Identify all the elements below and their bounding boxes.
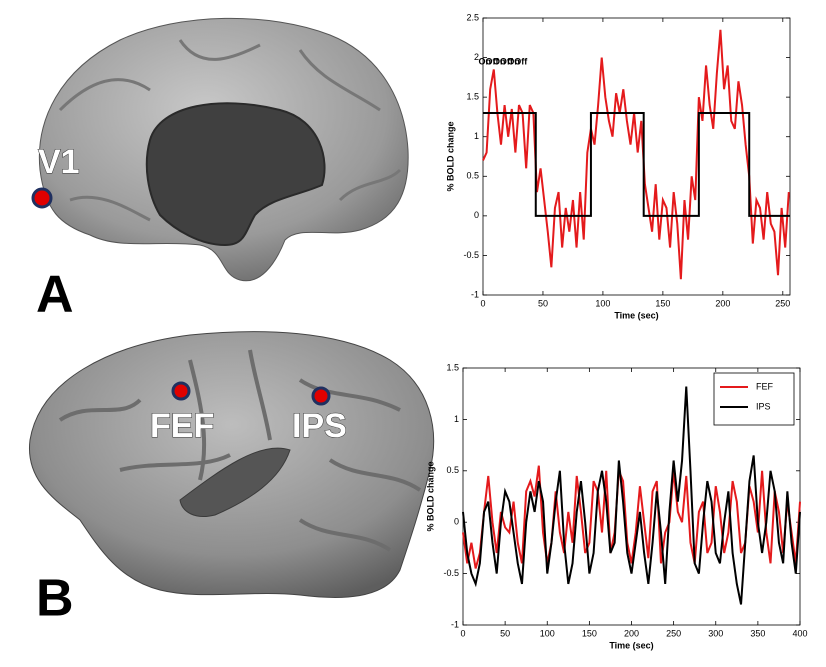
legend-box bbox=[713, 372, 795, 426]
x-tick-label: 0 bbox=[480, 298, 485, 308]
annotation: Off bbox=[485, 56, 499, 66]
y-tick-label: 0 bbox=[454, 517, 459, 527]
x-tick-label: 50 bbox=[538, 298, 548, 308]
plot-area bbox=[482, 17, 791, 296]
series-line bbox=[482, 29, 790, 280]
x-tick-label: 250 bbox=[775, 298, 790, 308]
x-axis-label: Time (sec) bbox=[609, 640, 653, 650]
x-tick-label: 100 bbox=[595, 298, 610, 308]
panel-label: B bbox=[36, 570, 74, 628]
series-line bbox=[462, 386, 801, 605]
brain-lateral bbox=[28, 331, 435, 598]
x-tick-label: 300 bbox=[708, 628, 723, 638]
x-tick-label: 0 bbox=[460, 628, 465, 638]
y-axis-label: % BOLD change bbox=[425, 461, 435, 531]
annotation: Off bbox=[500, 56, 514, 66]
legend-label: FEF bbox=[756, 381, 774, 391]
y-tick-label: 2 bbox=[474, 52, 479, 62]
y-tick-label: 1.5 bbox=[446, 362, 459, 372]
annotation: On bbox=[507, 56, 520, 66]
x-tick-label: 200 bbox=[624, 628, 639, 638]
y-tick-label: -0.5 bbox=[463, 250, 479, 260]
series-line bbox=[483, 111, 790, 217]
series-line bbox=[462, 465, 801, 569]
region-label: IPS bbox=[292, 407, 347, 445]
x-tick-label: 200 bbox=[715, 298, 730, 308]
x-tick-label: 250 bbox=[666, 628, 681, 638]
y-tick-label: 0 bbox=[474, 210, 479, 220]
legend-label: IPS bbox=[756, 401, 771, 411]
brain-medial bbox=[31, 17, 409, 282]
x-tick-label: 100 bbox=[540, 628, 555, 638]
region-label: V1 bbox=[38, 143, 80, 181]
x-tick-label: 150 bbox=[582, 628, 597, 638]
y-tick-label: -0.5 bbox=[443, 568, 459, 578]
y-tick-label: 1.5 bbox=[466, 92, 479, 102]
x-axis-label: Time (sec) bbox=[614, 310, 658, 320]
y-tick-label: 0.5 bbox=[446, 465, 459, 475]
y-tick-label: -1 bbox=[471, 289, 479, 299]
x-tick-label: 150 bbox=[655, 298, 670, 308]
x-tick-label: 50 bbox=[500, 628, 510, 638]
x-tick-label: 400 bbox=[792, 628, 807, 638]
annotation: Off bbox=[514, 56, 528, 66]
panel-label: A bbox=[36, 266, 74, 324]
x-tick-label: 350 bbox=[750, 628, 765, 638]
y-tick-label: 1 bbox=[474, 131, 479, 141]
y-tick-label: -1 bbox=[451, 619, 459, 629]
region-label: FEF bbox=[150, 407, 214, 445]
y-tick-label: 2.5 bbox=[466, 12, 479, 22]
annotation: On bbox=[493, 56, 506, 66]
y-tick-label: 0.5 bbox=[466, 171, 479, 181]
y-axis-label: % BOLD change bbox=[445, 121, 455, 191]
annotation: On bbox=[479, 56, 492, 66]
y-tick-label: 1 bbox=[454, 414, 459, 424]
